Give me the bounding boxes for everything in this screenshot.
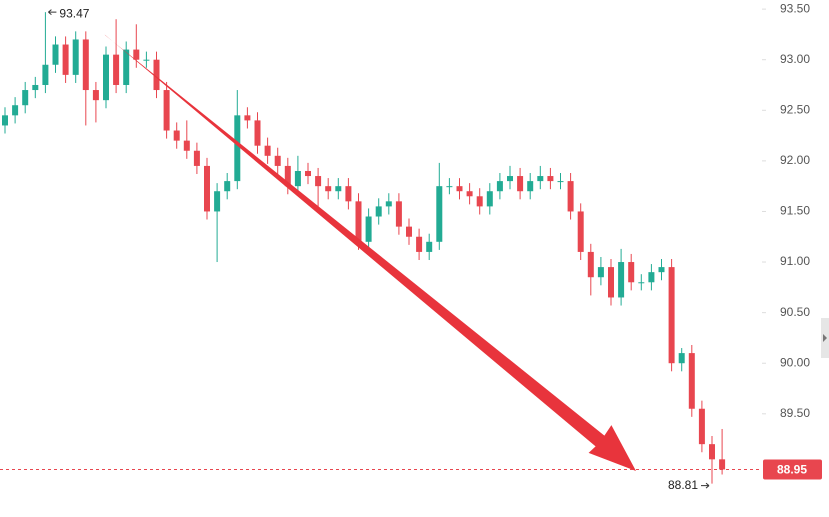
candle-body xyxy=(446,186,453,188)
high-label: 93.47 xyxy=(59,6,89,20)
candle-body xyxy=(325,186,332,192)
candle-body xyxy=(628,262,635,283)
candle-body xyxy=(456,186,463,192)
low-label: 88.81 xyxy=(668,478,698,492)
candle-body xyxy=(395,201,402,227)
candle-body xyxy=(476,196,483,207)
candle-body xyxy=(2,115,8,126)
candle-body xyxy=(244,115,251,121)
candle-body xyxy=(22,90,29,106)
candle-body xyxy=(72,39,79,75)
candle-body xyxy=(527,181,534,192)
candle-body xyxy=(294,170,301,187)
candle-body xyxy=(254,120,261,146)
y-tick-label: 92.00 xyxy=(780,153,810,167)
candle-body xyxy=(658,267,665,273)
candle-body xyxy=(537,176,544,182)
candle-body xyxy=(163,90,170,131)
candle-body xyxy=(587,251,594,278)
arrow-right xyxy=(701,482,710,489)
candle-body xyxy=(123,49,130,85)
candle-body xyxy=(264,145,271,156)
candle-body xyxy=(608,267,614,298)
candle-body xyxy=(547,176,554,182)
candle-body xyxy=(466,191,473,197)
candle-body xyxy=(688,353,695,409)
candle-body xyxy=(92,90,99,101)
candle-body xyxy=(365,216,372,242)
candle-body xyxy=(496,181,503,192)
candle-body xyxy=(406,226,412,237)
candle-body xyxy=(385,201,392,207)
candle-body xyxy=(618,262,625,298)
candle-body xyxy=(113,54,120,85)
candle-body xyxy=(517,176,524,192)
price-tag-label: 88.95 xyxy=(777,463,807,477)
candle-body xyxy=(234,115,241,182)
candle-body xyxy=(678,353,685,364)
candle-body xyxy=(698,408,705,445)
candle-body xyxy=(335,186,342,192)
candle-body xyxy=(284,165,291,187)
y-tick-label: 90.50 xyxy=(780,305,810,319)
candle-body xyxy=(719,459,726,470)
candle-body xyxy=(345,186,352,202)
y-tick-label: 91.00 xyxy=(780,254,810,268)
candle-body xyxy=(42,64,49,85)
trend-arrow xyxy=(104,34,636,471)
candle-body xyxy=(567,181,574,212)
candle-body xyxy=(143,59,150,61)
candle-body xyxy=(668,267,675,364)
candle-body xyxy=(557,181,564,183)
candle-body xyxy=(224,181,231,192)
candle-body xyxy=(52,44,59,65)
candle-body xyxy=(436,186,443,242)
candle-body xyxy=(153,59,160,91)
arrow-left xyxy=(48,9,57,16)
y-tick-label: 93.00 xyxy=(780,52,810,66)
candle-body xyxy=(62,44,69,75)
candle-body xyxy=(709,444,715,460)
candle-body xyxy=(193,150,200,166)
candle-body xyxy=(486,191,493,207)
candle-body xyxy=(82,39,89,91)
candle-body xyxy=(32,84,39,91)
candle-body xyxy=(638,282,645,284)
candle-body xyxy=(173,130,180,141)
handle-icon xyxy=(823,334,827,342)
candle-body xyxy=(305,170,311,177)
candle-body xyxy=(204,165,210,212)
candle-body xyxy=(416,236,423,252)
y-tick-label: 90.00 xyxy=(780,355,810,369)
candle-body xyxy=(103,54,109,101)
candle-body xyxy=(183,140,190,151)
candle-body xyxy=(133,49,140,60)
y-tick-label: 92.50 xyxy=(780,102,810,116)
y-tick-label: 91.50 xyxy=(780,204,810,218)
candle-body xyxy=(315,176,322,187)
candle-body xyxy=(375,206,382,217)
candle-body xyxy=(214,191,221,212)
candle-body xyxy=(577,211,584,252)
candle-body xyxy=(597,267,604,278)
candle-body xyxy=(355,201,362,242)
y-tick-label: 89.50 xyxy=(780,406,810,420)
price-tag xyxy=(763,459,822,480)
candle-body xyxy=(648,272,655,283)
candle-body xyxy=(507,176,513,182)
y-tick-label: 93.50 xyxy=(780,1,810,15)
candle-body xyxy=(12,105,19,116)
candle-body xyxy=(426,241,433,252)
candle-body xyxy=(274,155,281,166)
